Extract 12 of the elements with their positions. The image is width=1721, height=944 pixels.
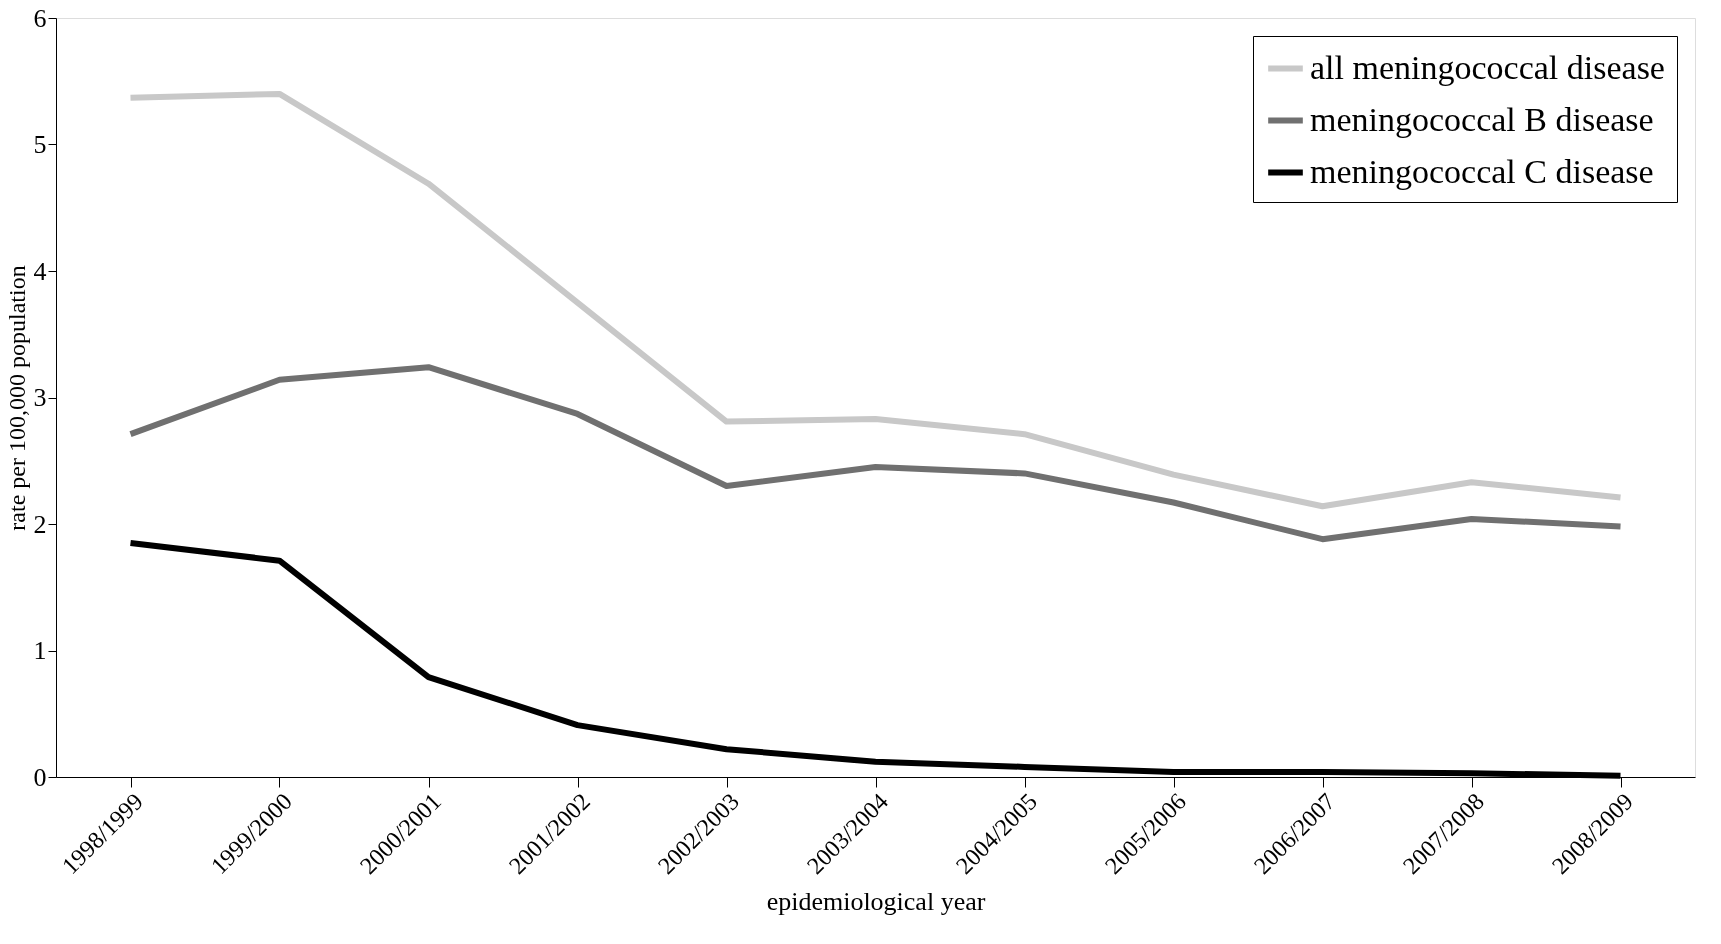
y-axis-title: rate per 100,000 population: [3, 265, 30, 531]
y-tick-label: 2: [33, 509, 47, 539]
y-tick-label: 1: [33, 636, 47, 665]
y-tick-label: 4: [33, 256, 47, 286]
legend-label: meningococcal B disease: [1310, 100, 1654, 138]
y-tick-label: 0: [33, 762, 47, 792]
y-tick-label: 3: [33, 383, 47, 412]
y-tick-label: 6: [33, 3, 47, 33]
x-axis-title: epidemiological year: [766, 887, 986, 917]
y-tick-label: 5: [33, 130, 47, 159]
legend-label: meningococcal C disease: [1310, 152, 1654, 190]
legend-label: all meningococcal disease: [1310, 48, 1665, 86]
